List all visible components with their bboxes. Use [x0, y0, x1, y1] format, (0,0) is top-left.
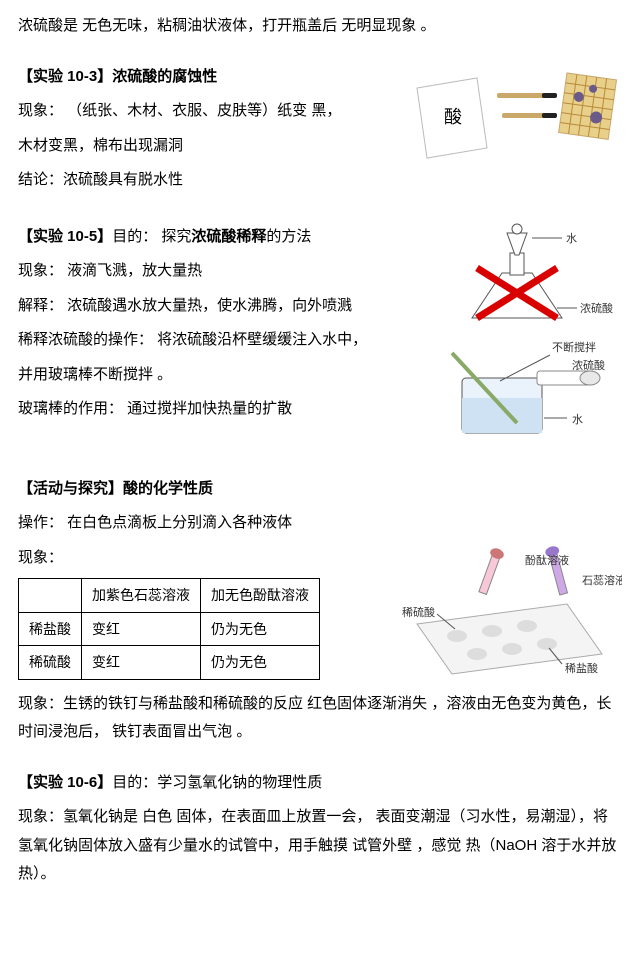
exp106-heading: 【实验 10-6】: [18, 774, 112, 791]
label-phen: 酚酞溶液: [525, 553, 569, 567]
row-h2so4: 稀硫酸: [19, 646, 82, 680]
exp103-line1: 现象： （纸张、木材、衣服、皮肤等）纸变 黑，: [18, 97, 392, 126]
exp105-heading: 【实验 10-5】: [18, 228, 112, 245]
table-row: 稀盐酸 变红 仍为无色: [19, 612, 320, 646]
label-conc-bottom: 浓硫酸: [572, 358, 605, 372]
activity-table: 加紫色石蕊溶液 加无色酚酞溶液 稀盐酸 变红 仍为无色 稀硫酸 变红 仍为无色: [18, 578, 320, 680]
row-hcl: 稀盐酸: [19, 612, 82, 646]
label-conc-top: 浓硫酸: [580, 301, 613, 315]
th-litmus: 加紫色石蕊溶液: [82, 579, 201, 613]
exp105-line1: 现象： 液滴飞溅，放大量热: [18, 257, 412, 286]
table-row: 加紫色石蕊溶液 加无色酚酞溶液: [19, 579, 320, 613]
exp105-line3: 稀释浓硫酸的操作： 将浓硫酸沿杯壁缓缓注入水中，: [18, 326, 412, 355]
exp103-title: 【实验 10-3】浓硫酸的腐蚀性: [18, 63, 392, 92]
label-stir: 不断搅拌: [552, 340, 596, 354]
exp105-line2: 解释： 浓硫酸遇水放大量热，使水沸腾，向外喷溅: [18, 292, 412, 321]
section-10-5: 【实验 10-5】目的： 探究浓硫酸稀释的方法 现象： 液滴飞溅，放大量热 解释…: [18, 223, 622, 453]
exp103-line2: 木材变黑，棉布出现漏洞: [18, 132, 392, 161]
activity-figure: 酚酞溶液 石蕊溶液 稀硫酸 稀盐酸: [397, 544, 622, 684]
exp103-line3: 结论：浓硫酸具有脱水性: [18, 166, 392, 195]
th-phen: 加无色酚酞溶液: [201, 579, 320, 613]
section-activity: 【活动与探究】酸的化学性质 操作： 在白色点滴板上分别滴入各种液体 现象： 加紫…: [18, 475, 622, 747]
intro-paragraph: 浓硫酸是 无色无味，粘稠油状液体，打开瓶盖后 无明显现象 。: [18, 12, 622, 41]
label-water-bottom: 水: [572, 413, 583, 426]
activity-title: 【活动与探究】酸的化学性质: [18, 475, 622, 504]
exp105-line4: 并用玻璃棒不断搅拌 。: [18, 361, 412, 390]
activity-xianxiang: 现象：: [18, 544, 387, 573]
svg-text:酸: 酸: [444, 107, 462, 127]
activity-result: 现象：生锈的铁钉与稀盐酸和稀硫酸的反应 红色固体逐渐消失 ，溶液由无色变为黄色，…: [18, 690, 622, 747]
label-dilh2so4: 稀硫酸: [402, 605, 435, 619]
activity-op: 操作： 在白色点滴板上分别滴入各种液体: [18, 509, 622, 538]
exp106-body: 现象：氢氧化钠是 白色 固体，在表面皿上放置一会， 表面变潮湿（习水性，易潮湿）…: [18, 803, 622, 889]
exp103-figure: 酸: [402, 63, 622, 173]
label-dilhcl: 稀盐酸: [565, 661, 598, 675]
exp105-line5: 玻璃棒的作用： 通过搅拌加快热量的扩散: [18, 395, 412, 424]
exp105-figure: 水 浓硫酸 不断搅拌 浓硫酸 水: [422, 223, 622, 453]
exp106-title-rest: 目的：学习氢氧化钠的物理性质: [112, 774, 322, 791]
section-10-3: 【实验 10-3】浓硫酸的腐蚀性 现象： （纸张、木材、衣服、皮肤等）纸变 黑，…: [18, 63, 622, 201]
table-row: 稀硫酸 变红 仍为无色: [19, 646, 320, 680]
exp105-title-rest: 目的： 探究浓硫酸稀释的方法: [112, 228, 311, 245]
label-litmus: 石蕊溶液: [582, 573, 622, 587]
section-10-6: 【实验 10-6】目的：学习氢氧化钠的物理性质 现象：氢氧化钠是 白色 固体，在…: [18, 769, 622, 889]
label-water-top: 水: [566, 232, 577, 245]
